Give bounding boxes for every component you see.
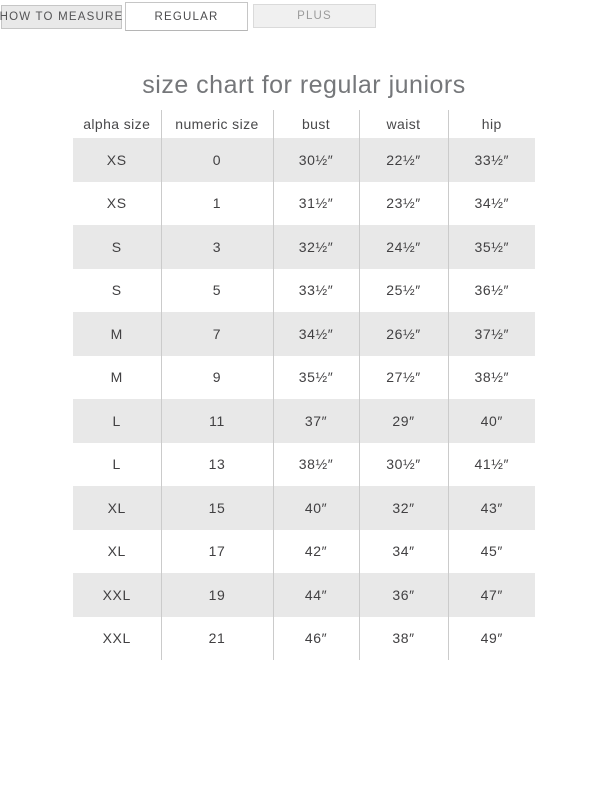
table-cell: XL	[107, 543, 126, 560]
table-cell: 35½″	[447, 225, 535, 269]
table-cell: M	[110, 369, 123, 386]
table-cell: 30½″	[358, 442, 448, 486]
table-cell: 9	[160, 355, 273, 399]
table-cell: XXL	[102, 586, 131, 603]
column-header-hip: hip	[447, 110, 535, 138]
tab-bar: HOW TO MEASURE REGULAR PLUS	[0, 0, 376, 31]
table-cell: 32½″	[272, 225, 359, 269]
table-cell: 36½″	[447, 268, 535, 312]
table-cell: 29″	[358, 399, 448, 443]
table-cell: 34½″	[272, 312, 359, 356]
tab-how-to-measure[interactable]: HOW TO MEASURE	[0, 5, 122, 29]
table-cell: 31½″	[272, 181, 359, 225]
column-header-alpha-size: alpha size	[83, 116, 151, 132]
table-cell: 17	[160, 529, 273, 573]
tab-plus[interactable]: PLUS	[253, 4, 376, 28]
table-row: XXL 21 46″ 38″ 49″	[73, 616, 535, 660]
table-cell: XXL	[102, 630, 131, 647]
table-cell: 43″	[447, 486, 535, 530]
table-cell: 49″	[447, 616, 535, 660]
table-cell: 40″	[447, 399, 535, 443]
table-cell: XS	[106, 151, 127, 168]
table-cell: 34½″	[447, 181, 535, 225]
table-cell: 5	[160, 268, 273, 312]
table-row: M 9 35½″ 27½″ 38½″	[73, 355, 535, 399]
table-cell: XL	[107, 499, 126, 516]
table-cell: 0	[160, 138, 273, 182]
table-cell: 34″	[358, 529, 448, 573]
table-row: L 11 37″ 29″ 40″	[73, 399, 535, 443]
table-cell: 35½″	[272, 355, 359, 399]
table-row: XXL 19 44″ 36″ 47″	[73, 573, 535, 617]
table-cell: 7	[160, 312, 273, 356]
table-cell: 21	[160, 616, 273, 660]
table-cell: 41½″	[447, 442, 535, 486]
table-cell: 45″	[447, 529, 535, 573]
table-cell: 13	[160, 442, 273, 486]
table-header-row: alpha size numeric size bust waist hip	[73, 110, 535, 138]
table-row: M 7 34½″ 26½″ 37½″	[73, 312, 535, 356]
table-row: XS 0 30½″ 22½″ 33½″	[73, 138, 535, 182]
table-cell: 44″	[272, 573, 359, 617]
column-header-waist: waist	[358, 110, 448, 138]
table-row: XL 17 42″ 34″ 45″	[73, 529, 535, 573]
table-row: S 3 32½″ 24½″ 35½″	[73, 225, 535, 269]
column-header-numeric-size: numeric size	[160, 110, 273, 138]
table-cell: 36″	[358, 573, 448, 617]
table-body: XS 0 30½″ 22½″ 33½″ XS 1 31½″ 23½″ 34½″ S 3 32½″ 24½″…	[73, 138, 535, 660]
table-row: S 5 33½″ 25½″ 36½″	[73, 268, 535, 312]
table-cell: 42″	[272, 529, 359, 573]
size-chart-content: size chart for regular juniors alpha siz…	[73, 0, 535, 660]
table-cell: 15	[160, 486, 273, 530]
size-chart-table: alpha size numeric size bust waist hip X…	[73, 110, 535, 660]
table-cell: 40″	[272, 486, 359, 530]
table-cell: 32″	[358, 486, 448, 530]
table-cell: 3	[160, 225, 273, 269]
table-row: L 13 38½″ 30½″ 41½″	[73, 442, 535, 486]
table-cell: L	[112, 456, 121, 473]
table-cell: 19	[160, 573, 273, 617]
table-cell: 24½″	[358, 225, 448, 269]
table-cell: L	[112, 412, 121, 429]
page-title: size chart for regular juniors	[142, 71, 466, 99]
table-cell: 47″	[447, 573, 535, 617]
table-cell: 26½″	[358, 312, 448, 356]
table-cell: 1	[160, 181, 273, 225]
tab-regular[interactable]: REGULAR	[125, 2, 248, 31]
table-cell: 38½″	[272, 442, 359, 486]
table-cell: 33½″	[447, 138, 535, 182]
table-cell: M	[110, 325, 123, 342]
table-cell: 38½″	[447, 355, 535, 399]
table-cell: 22½″	[358, 138, 448, 182]
table-cell: 11	[160, 399, 273, 443]
table-cell: XS	[106, 195, 127, 212]
table-cell: 30½″	[272, 138, 359, 182]
table-cell: 38″	[358, 616, 448, 660]
table-cell: 37½″	[447, 312, 535, 356]
column-header-bust: bust	[272, 110, 359, 138]
table-row: XS 1 31½″ 23½″ 34½″	[73, 181, 535, 225]
table-row: XL 15 40″ 32″ 43″	[73, 486, 535, 530]
table-cell: 25½″	[358, 268, 448, 312]
table-cell: 27½″	[358, 355, 448, 399]
table-cell: 23½″	[358, 181, 448, 225]
table-cell: S	[111, 238, 122, 255]
table-cell: 46″	[272, 616, 359, 660]
table-cell: 33½″	[272, 268, 359, 312]
table-cell: 37″	[272, 399, 359, 443]
table-cell: S	[111, 282, 122, 299]
